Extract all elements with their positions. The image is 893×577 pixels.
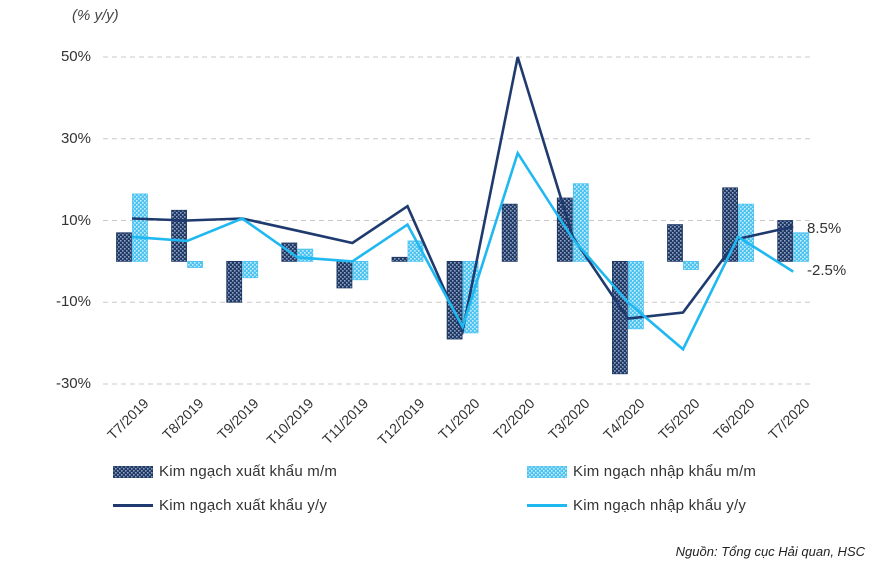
y-tick-label: 10% xyxy=(60,211,91,229)
bar-import-mm xyxy=(683,260,699,270)
legend-export-yy: Kim ngạch xuất khẩu y/y xyxy=(113,497,327,514)
bar-import-mm xyxy=(132,193,148,262)
line-import-yy xyxy=(131,150,794,352)
legend-label-import-yy: Kim ngạch nhập khẩu y/y xyxy=(573,497,747,514)
unit-label: (% y/y) xyxy=(72,7,119,24)
bar-export-mm xyxy=(501,203,518,262)
legend-export-mm: Kim ngạch xuất khẩu m/m xyxy=(113,463,337,480)
bar-import-mm xyxy=(187,260,204,268)
legend-swatch-import-mm xyxy=(527,465,567,478)
bar-export-mm xyxy=(612,260,628,375)
bar-export-mm xyxy=(226,260,243,303)
bar-export-mm xyxy=(336,260,353,289)
legend-import-yy: Kim ngạch nhập khẩu y/y xyxy=(527,497,746,514)
legend-label-import-mm: Kim ngạch nhập khẩu m/m xyxy=(573,463,757,480)
y-tick-label: 50% xyxy=(60,48,91,65)
y-tick-label: 30% xyxy=(60,129,91,147)
bars xyxy=(116,183,810,375)
source-note: Nguồn: Tổng cục Hải quan, HSC xyxy=(675,544,865,559)
lines xyxy=(131,56,794,352)
legend-swatch-export-yy xyxy=(113,504,153,507)
legend-label-export-mm: Kim ngạch xuất khẩu m/m xyxy=(159,463,338,480)
bar-import-mm xyxy=(793,232,810,262)
bar-export-mm xyxy=(171,209,188,262)
legend-import-mm: Kim ngạch nhập khẩu m/m xyxy=(527,463,756,480)
bar-import-mm xyxy=(738,203,754,262)
bar-export-mm xyxy=(116,232,132,262)
end-label-import-yy: -2.5% xyxy=(807,262,847,279)
legend-swatch-export-mm xyxy=(113,465,153,478)
legend-label-export-yy: Kim ngạch xuất khẩu y/y xyxy=(159,497,328,514)
bar-export-mm xyxy=(391,256,408,262)
end-label-export-yy: 8.5% xyxy=(807,220,842,237)
y-tick-label: -30% xyxy=(55,375,91,392)
bar-export-mm xyxy=(556,197,573,262)
bar-export-mm xyxy=(777,220,794,262)
bar-import-mm xyxy=(352,260,369,281)
bar-import-mm xyxy=(242,260,259,279)
bar-export-mm xyxy=(667,224,683,262)
y-tick-label: -10% xyxy=(55,293,91,311)
legend-swatch-import-yy xyxy=(527,504,567,507)
